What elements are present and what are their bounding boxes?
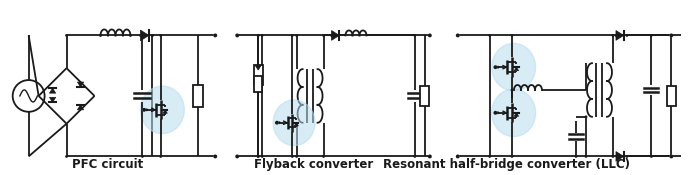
Ellipse shape xyxy=(140,86,184,134)
Ellipse shape xyxy=(273,100,315,146)
Text: Flyback converter: Flyback converter xyxy=(255,158,374,171)
Circle shape xyxy=(612,156,613,157)
Polygon shape xyxy=(295,123,298,126)
Circle shape xyxy=(66,35,67,36)
Circle shape xyxy=(428,155,431,158)
Circle shape xyxy=(670,34,672,36)
Circle shape xyxy=(160,156,161,157)
Circle shape xyxy=(139,35,141,36)
Circle shape xyxy=(152,35,153,36)
Circle shape xyxy=(323,35,324,36)
Bar xyxy=(667,86,676,106)
Circle shape xyxy=(497,112,499,114)
Circle shape xyxy=(292,35,293,36)
Circle shape xyxy=(296,156,297,157)
Polygon shape xyxy=(514,67,519,71)
Circle shape xyxy=(414,35,415,36)
Circle shape xyxy=(257,156,259,157)
Circle shape xyxy=(494,112,496,114)
Polygon shape xyxy=(77,105,83,110)
Circle shape xyxy=(141,35,143,36)
Circle shape xyxy=(511,89,513,91)
Circle shape xyxy=(236,155,238,158)
Circle shape xyxy=(612,35,613,36)
Circle shape xyxy=(615,35,617,36)
Circle shape xyxy=(66,156,67,157)
Bar xyxy=(254,76,262,92)
Circle shape xyxy=(152,35,153,36)
Circle shape xyxy=(651,35,652,36)
Ellipse shape xyxy=(492,43,535,91)
Circle shape xyxy=(585,156,586,157)
Circle shape xyxy=(257,35,259,36)
Circle shape xyxy=(575,156,577,157)
Circle shape xyxy=(257,35,259,36)
Polygon shape xyxy=(140,30,149,41)
Circle shape xyxy=(214,34,216,36)
Polygon shape xyxy=(331,30,339,40)
Circle shape xyxy=(323,156,324,157)
Circle shape xyxy=(489,35,491,36)
Circle shape xyxy=(651,156,652,157)
Circle shape xyxy=(214,155,216,158)
Ellipse shape xyxy=(492,89,535,137)
Circle shape xyxy=(236,34,238,36)
Circle shape xyxy=(160,35,161,36)
Circle shape xyxy=(497,66,499,68)
Circle shape xyxy=(457,34,459,36)
Text: Resonant half-bridge converter (LLC): Resonant half-bridge converter (LLC) xyxy=(384,158,631,171)
Polygon shape xyxy=(514,113,519,116)
Circle shape xyxy=(296,35,297,36)
Circle shape xyxy=(141,156,143,157)
Circle shape xyxy=(489,156,491,157)
Circle shape xyxy=(511,35,513,36)
Polygon shape xyxy=(255,65,262,70)
Polygon shape xyxy=(77,82,83,87)
Circle shape xyxy=(627,35,628,36)
Circle shape xyxy=(257,156,259,157)
Polygon shape xyxy=(50,97,56,102)
Polygon shape xyxy=(163,110,168,113)
Text: PFC circuit: PFC circuit xyxy=(72,158,143,171)
Polygon shape xyxy=(616,152,624,161)
Bar xyxy=(420,86,429,106)
Circle shape xyxy=(262,35,263,36)
Bar xyxy=(193,85,204,107)
Circle shape xyxy=(130,35,131,36)
Circle shape xyxy=(414,156,415,157)
Circle shape xyxy=(331,35,332,36)
Circle shape xyxy=(585,116,586,117)
Circle shape xyxy=(627,156,628,157)
Circle shape xyxy=(100,35,101,36)
Circle shape xyxy=(262,156,263,157)
Circle shape xyxy=(494,66,496,68)
Circle shape xyxy=(279,122,280,123)
Circle shape xyxy=(143,109,145,111)
Circle shape xyxy=(670,155,672,158)
Bar xyxy=(254,65,263,85)
Circle shape xyxy=(428,34,431,36)
Circle shape xyxy=(511,156,513,157)
Circle shape xyxy=(276,122,278,124)
Polygon shape xyxy=(616,30,624,40)
Circle shape xyxy=(292,156,293,157)
Circle shape xyxy=(457,155,459,158)
Polygon shape xyxy=(50,88,56,93)
Circle shape xyxy=(146,109,148,111)
